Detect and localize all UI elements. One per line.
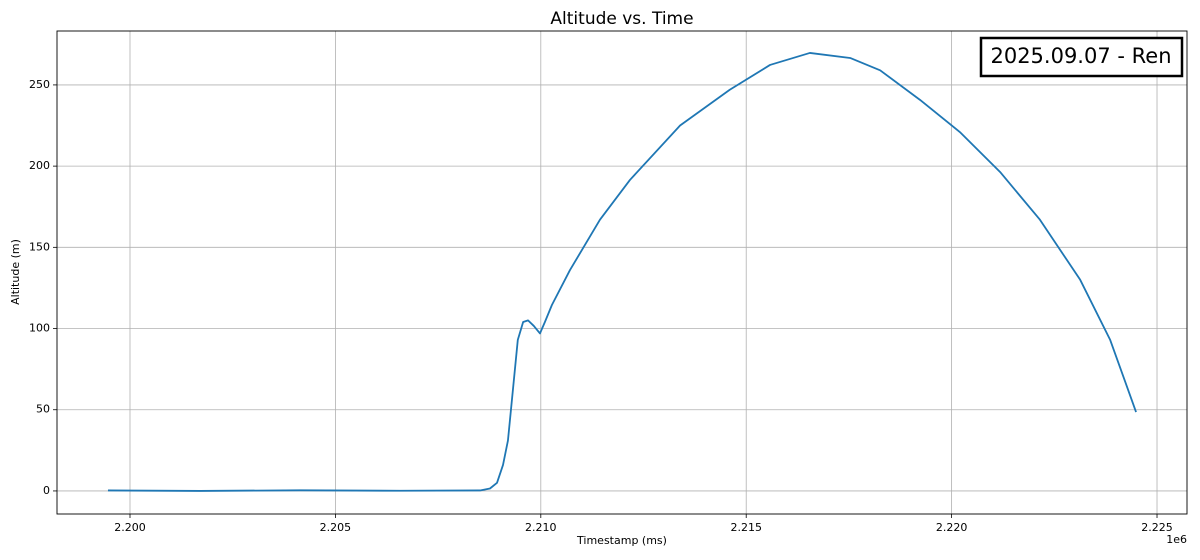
y-tick-label: 200 xyxy=(29,159,50,172)
x-tick-label: 2.205 xyxy=(320,521,352,534)
x-tick-label: 2.215 xyxy=(730,521,762,534)
y-axis-label: Altitude (m) xyxy=(9,239,22,305)
annotation: 2025.09.07 - Ren xyxy=(990,44,1171,68)
chart-title: Altitude vs. Time xyxy=(550,9,693,29)
x-tick-label: 2.220 xyxy=(936,521,968,534)
y-tick-label: 250 xyxy=(29,78,50,91)
y-tick-label: 100 xyxy=(29,322,50,335)
plot-frame xyxy=(56,30,1188,515)
x-axis-label: Timestamp (ms) xyxy=(576,534,667,547)
x-tick-label: 2.225 xyxy=(1141,521,1173,534)
y-tick-label: 50 xyxy=(36,403,50,416)
data-line xyxy=(107,52,1137,492)
y-tick-label: 0 xyxy=(43,484,50,497)
x-tick-label: 2.200 xyxy=(114,521,146,534)
y-tick-label: 150 xyxy=(29,240,50,253)
x-tick-label: 2.210 xyxy=(525,521,557,534)
x-offset-label: 1e6 xyxy=(1166,533,1187,546)
annotation-box xyxy=(979,36,1184,78)
